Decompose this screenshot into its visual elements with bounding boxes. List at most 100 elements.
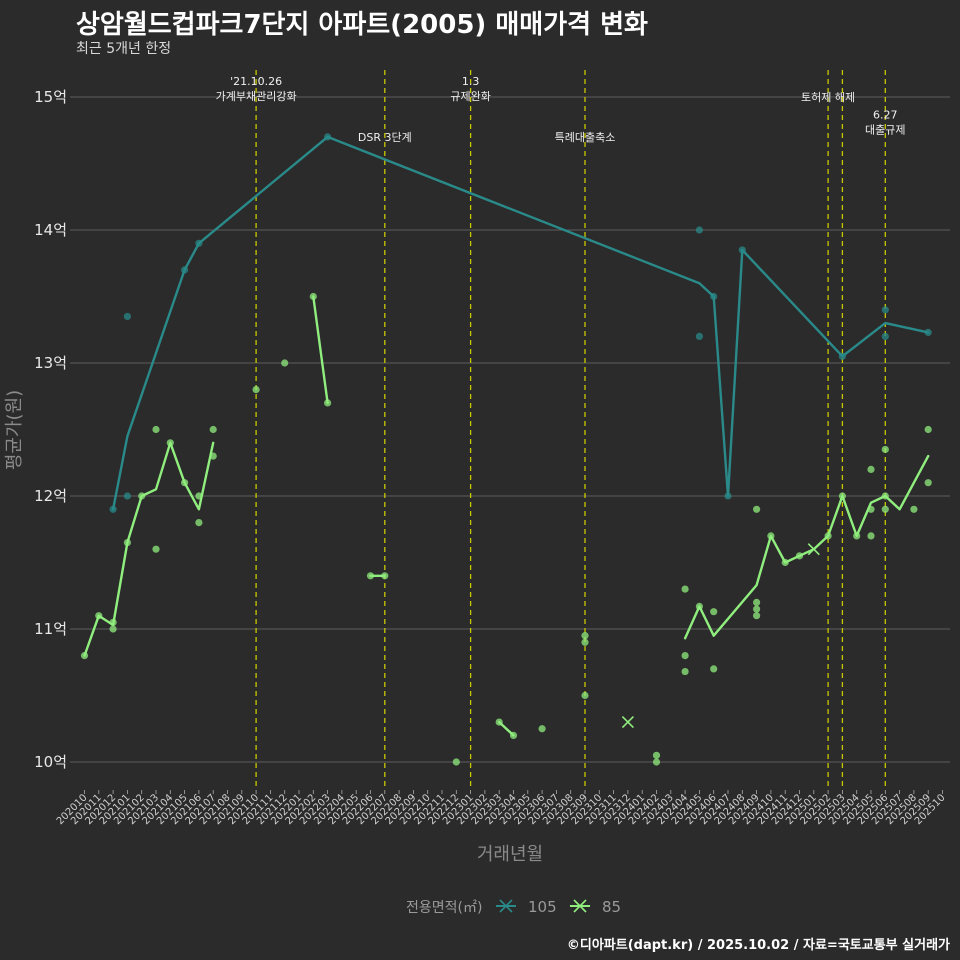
data-point-85 bbox=[366, 572, 375, 580]
y-tick-label: 14억 bbox=[34, 221, 67, 239]
data-point-85 bbox=[710, 608, 718, 616]
data-point-85 bbox=[538, 725, 546, 733]
series-line-105 bbox=[111, 135, 930, 511]
policy-annotation: 1.3 bbox=[462, 75, 480, 88]
policy-annotation: 대출규제 bbox=[865, 123, 905, 136]
data-point-85 bbox=[138, 492, 146, 500]
y-tick-label: 15억 bbox=[34, 88, 67, 106]
series-line-85 bbox=[83, 441, 215, 657]
axes-layer: 10억11억12억13억14억15억2020102020112020122021… bbox=[4, 88, 948, 865]
policy-annotation: DSR 3단계 bbox=[358, 131, 412, 144]
data-point-85 bbox=[109, 625, 117, 633]
data-point-85 bbox=[95, 612, 103, 620]
data-point-85 bbox=[324, 399, 332, 407]
data-point-85 bbox=[753, 612, 761, 620]
data-point-85 bbox=[781, 558, 789, 567]
data-point-85 bbox=[881, 445, 889, 454]
data-point-85 bbox=[166, 439, 174, 447]
series-line-85 bbox=[683, 454, 930, 640]
data-point-85 bbox=[209, 425, 217, 434]
data-point-105 bbox=[924, 328, 932, 337]
data-point-105 bbox=[123, 312, 131, 321]
policy-annotation: 특례대출축소 bbox=[555, 131, 616, 144]
y-tick-label: 11억 bbox=[34, 620, 67, 638]
series-line-85 bbox=[312, 295, 329, 405]
y-tick-label: 13억 bbox=[34, 354, 67, 372]
data-point-85 bbox=[123, 538, 131, 547]
data-point-85 bbox=[495, 718, 503, 726]
data-point-85 bbox=[509, 731, 518, 740]
legend-swatch-cross-105 bbox=[499, 899, 513, 913]
data-point-105 bbox=[695, 332, 704, 340]
data-point-85 bbox=[753, 605, 761, 613]
data-point-85 bbox=[910, 505, 918, 513]
data-point-105 bbox=[710, 292, 718, 301]
y-tick-label: 12억 bbox=[34, 487, 67, 505]
data-point-85 bbox=[881, 492, 889, 500]
policy-annotation: 토허제 해제 bbox=[801, 90, 855, 104]
data-point-85 bbox=[710, 665, 718, 673]
data-point-85 bbox=[381, 572, 389, 580]
data-point-85 bbox=[681, 667, 689, 676]
policy-annotation: 6.27 bbox=[873, 108, 898, 121]
data-point-105 bbox=[695, 226, 704, 234]
data-point-85 bbox=[867, 505, 875, 513]
data-point-105 bbox=[881, 306, 889, 314]
legend: 전용면적(㎡) 105 85 bbox=[406, 898, 621, 916]
cross-marker-85 bbox=[621, 716, 634, 729]
data-point-105 bbox=[109, 505, 117, 513]
data-point-105 bbox=[181, 266, 189, 274]
data-point-85 bbox=[695, 602, 704, 610]
data-point-105 bbox=[195, 239, 203, 247]
chart-subtitle: 최근 5개년 한정 bbox=[76, 41, 172, 57]
data-point-85 bbox=[853, 532, 861, 540]
policy-annotation: 가계부채관리강화 bbox=[216, 90, 297, 103]
data-point-85 bbox=[80, 652, 89, 660]
policy-annotation: '21.10.26 bbox=[230, 75, 282, 88]
policy-annotation: 규제완화 bbox=[450, 90, 490, 103]
data-point-105 bbox=[123, 492, 131, 500]
data-point-85 bbox=[924, 479, 932, 487]
data-point-85 bbox=[452, 758, 460, 766]
data-point-85 bbox=[309, 292, 317, 301]
data-point-85 bbox=[753, 505, 761, 513]
data-point-85 bbox=[867, 532, 875, 540]
y-axis-title: 평균가(원) bbox=[4, 390, 25, 470]
data-point-105 bbox=[724, 492, 732, 500]
data-point-85 bbox=[753, 598, 761, 607]
data-point-105 bbox=[838, 352, 847, 360]
data-point-85 bbox=[195, 492, 203, 500]
data-point-85 bbox=[195, 519, 203, 527]
data-point-85 bbox=[652, 758, 661, 766]
data-point-85 bbox=[924, 425, 932, 434]
source-caption: ©디아파트(dapt.kr) / 2025.10.02 / 자료=국토교통부 실… bbox=[566, 938, 950, 953]
data-point-85 bbox=[824, 532, 832, 540]
data-point-85 bbox=[795, 552, 804, 560]
cross-marker-85 bbox=[807, 543, 820, 556]
data-point-105 bbox=[324, 133, 332, 141]
data-point-85 bbox=[181, 479, 189, 487]
data-point-105 bbox=[738, 246, 746, 254]
y-tick-label: 10억 bbox=[34, 753, 67, 771]
data-point-85 bbox=[152, 545, 160, 553]
data-point-85 bbox=[152, 425, 160, 434]
data-point-85 bbox=[109, 618, 117, 626]
chart-title: 상암월드컵파크7단지 아파트(2005) 매매가격 변화 bbox=[76, 10, 648, 40]
data-point-85 bbox=[867, 465, 875, 473]
data-point-85 bbox=[767, 532, 775, 540]
data-point-85 bbox=[281, 359, 289, 367]
grid-lines bbox=[70, 96, 950, 763]
data-point-85 bbox=[681, 652, 689, 660]
series-layer bbox=[80, 133, 932, 766]
data-point-85 bbox=[652, 751, 661, 759]
data-point-105 bbox=[881, 332, 889, 340]
x-axis-title: 거래년월 bbox=[477, 844, 543, 865]
data-point-85 bbox=[838, 492, 847, 500]
data-point-85 bbox=[681, 585, 689, 593]
data-point-85 bbox=[209, 452, 217, 460]
legend-label-85: 85 bbox=[602, 898, 621, 916]
data-point-85 bbox=[581, 632, 589, 640]
data-point-85 bbox=[581, 638, 589, 646]
